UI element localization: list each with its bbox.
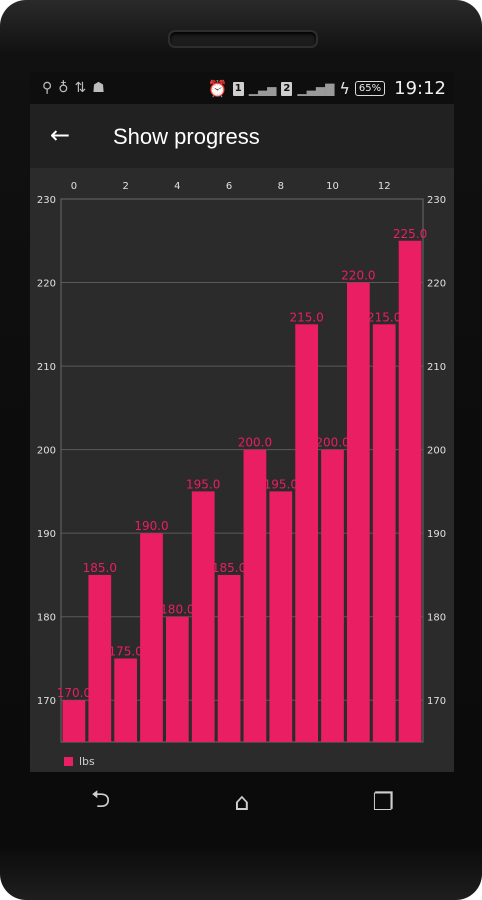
x-tick-label: 0 xyxy=(71,181,77,192)
y-tick-label-right: 220 xyxy=(427,279,446,290)
y-tick-label-left: 180 xyxy=(37,613,56,624)
bar xyxy=(295,324,319,742)
bar-value-label: 200.0 xyxy=(238,436,272,450)
bar xyxy=(372,324,396,742)
bar-value-label: 185.0 xyxy=(212,561,246,575)
system-icons: ⏰ 1 ▁▃▅ 2 ▁▃▅▇ ϟ 65% 19:12 xyxy=(208,78,446,99)
y-tick-label-right: 200 xyxy=(427,446,446,457)
sim2-icon: 2 xyxy=(281,81,293,96)
signal-icon: ▁▃▅▇ xyxy=(297,81,335,96)
bar xyxy=(88,574,112,742)
bar-value-label: 200.0 xyxy=(315,436,349,450)
clock: 19:12 xyxy=(394,78,446,99)
bar-value-label: 215.0 xyxy=(289,310,323,324)
y-tick-label-left: 200 xyxy=(37,446,56,457)
alarm-icon: ⏰ xyxy=(207,79,228,98)
battery-indicator: 65% xyxy=(354,81,386,96)
usb-icon: ⚲ xyxy=(42,80,59,96)
x-tick-label: 12 xyxy=(378,181,391,192)
bar xyxy=(398,240,422,742)
bar xyxy=(165,616,189,742)
recents-nav-icon[interactable]: ❐ xyxy=(372,788,395,816)
bar-value-label: 180.0 xyxy=(160,603,194,617)
y-tick-label-left: 230 xyxy=(37,195,56,206)
bar xyxy=(243,449,267,742)
bar xyxy=(346,282,370,742)
x-tick-label: 10 xyxy=(326,181,339,192)
y-tick-label-right: 210 xyxy=(427,362,446,373)
bar-value-label: 185.0 xyxy=(83,561,117,575)
progress-chart: 170 170 180 180 190 190 200 200 210 210 220 220 230 2… xyxy=(30,168,454,772)
speaker-grille xyxy=(168,30,318,48)
bar-value-label: 190.0 xyxy=(134,519,168,533)
bar-value-label: 195.0 xyxy=(264,477,298,491)
bar-value-label: 215.0 xyxy=(367,310,401,324)
signal-icon: ▁▃▅ xyxy=(248,81,277,96)
app-bar: ← Show progress xyxy=(30,104,454,168)
bar xyxy=(114,658,138,742)
x-tick-label: 2 xyxy=(122,181,128,192)
sim1-icon: 1 xyxy=(232,81,244,96)
page-title: Show progress xyxy=(113,124,260,149)
bar-value-label: 195.0 xyxy=(186,477,220,491)
bar-value-label: 175.0 xyxy=(108,644,142,658)
y-tick-label-left: 210 xyxy=(37,362,56,373)
y-tick-label-left: 170 xyxy=(37,696,56,707)
status-bar: ⚲♁⇅☗ ⏰ 1 ▁▃▅ 2 ▁▃▅▇ ϟ 65% 19:12 xyxy=(30,72,454,104)
y-tick-label-right: 180 xyxy=(427,613,446,624)
bulb-icon: ♁ xyxy=(58,80,75,96)
bar xyxy=(269,491,293,742)
chart-legend: lbs xyxy=(64,755,95,768)
plot-frame xyxy=(60,198,424,743)
y-tick-label-left: 220 xyxy=(37,279,56,290)
home-nav-icon[interactable]: ⌂ xyxy=(234,788,250,816)
bar-value-label: 170.0 xyxy=(57,686,91,700)
legend-swatch xyxy=(64,757,73,766)
screen: ⚲♁⇅☗ ⏰ 1 ▁▃▅ 2 ▁▃▅▇ ϟ 65% 19:12 ← Show p… xyxy=(30,72,454,772)
x-tick-label: 4 xyxy=(174,181,180,192)
back-nav-icon[interactable]: ⮌ xyxy=(91,784,111,813)
y-tick-label-right: 170 xyxy=(427,696,446,707)
data-icon: ⇅ xyxy=(74,80,93,96)
bar-value-label: 225.0 xyxy=(393,227,427,241)
bar xyxy=(321,449,344,742)
bar xyxy=(217,574,241,742)
android-icon: ☗ xyxy=(92,80,111,96)
back-arrow-icon[interactable]: ← xyxy=(50,121,71,149)
y-tick-label-left: 190 xyxy=(37,529,56,540)
notification-icons: ⚲♁⇅☗ xyxy=(42,80,111,96)
navigation-bar: ⮌ ⌂ ❐ xyxy=(30,772,454,832)
charging-icon: ϟ xyxy=(339,79,350,98)
x-tick-label: 8 xyxy=(278,181,284,192)
bar xyxy=(140,533,163,742)
y-tick-label-right: 190 xyxy=(427,529,446,540)
bar xyxy=(191,491,215,742)
legend-label: lbs xyxy=(79,755,95,768)
bar-value-label: 220.0 xyxy=(341,269,375,283)
x-tick-label: 6 xyxy=(226,181,232,192)
y-tick-label-right: 230 xyxy=(427,195,446,206)
bar xyxy=(62,700,86,742)
